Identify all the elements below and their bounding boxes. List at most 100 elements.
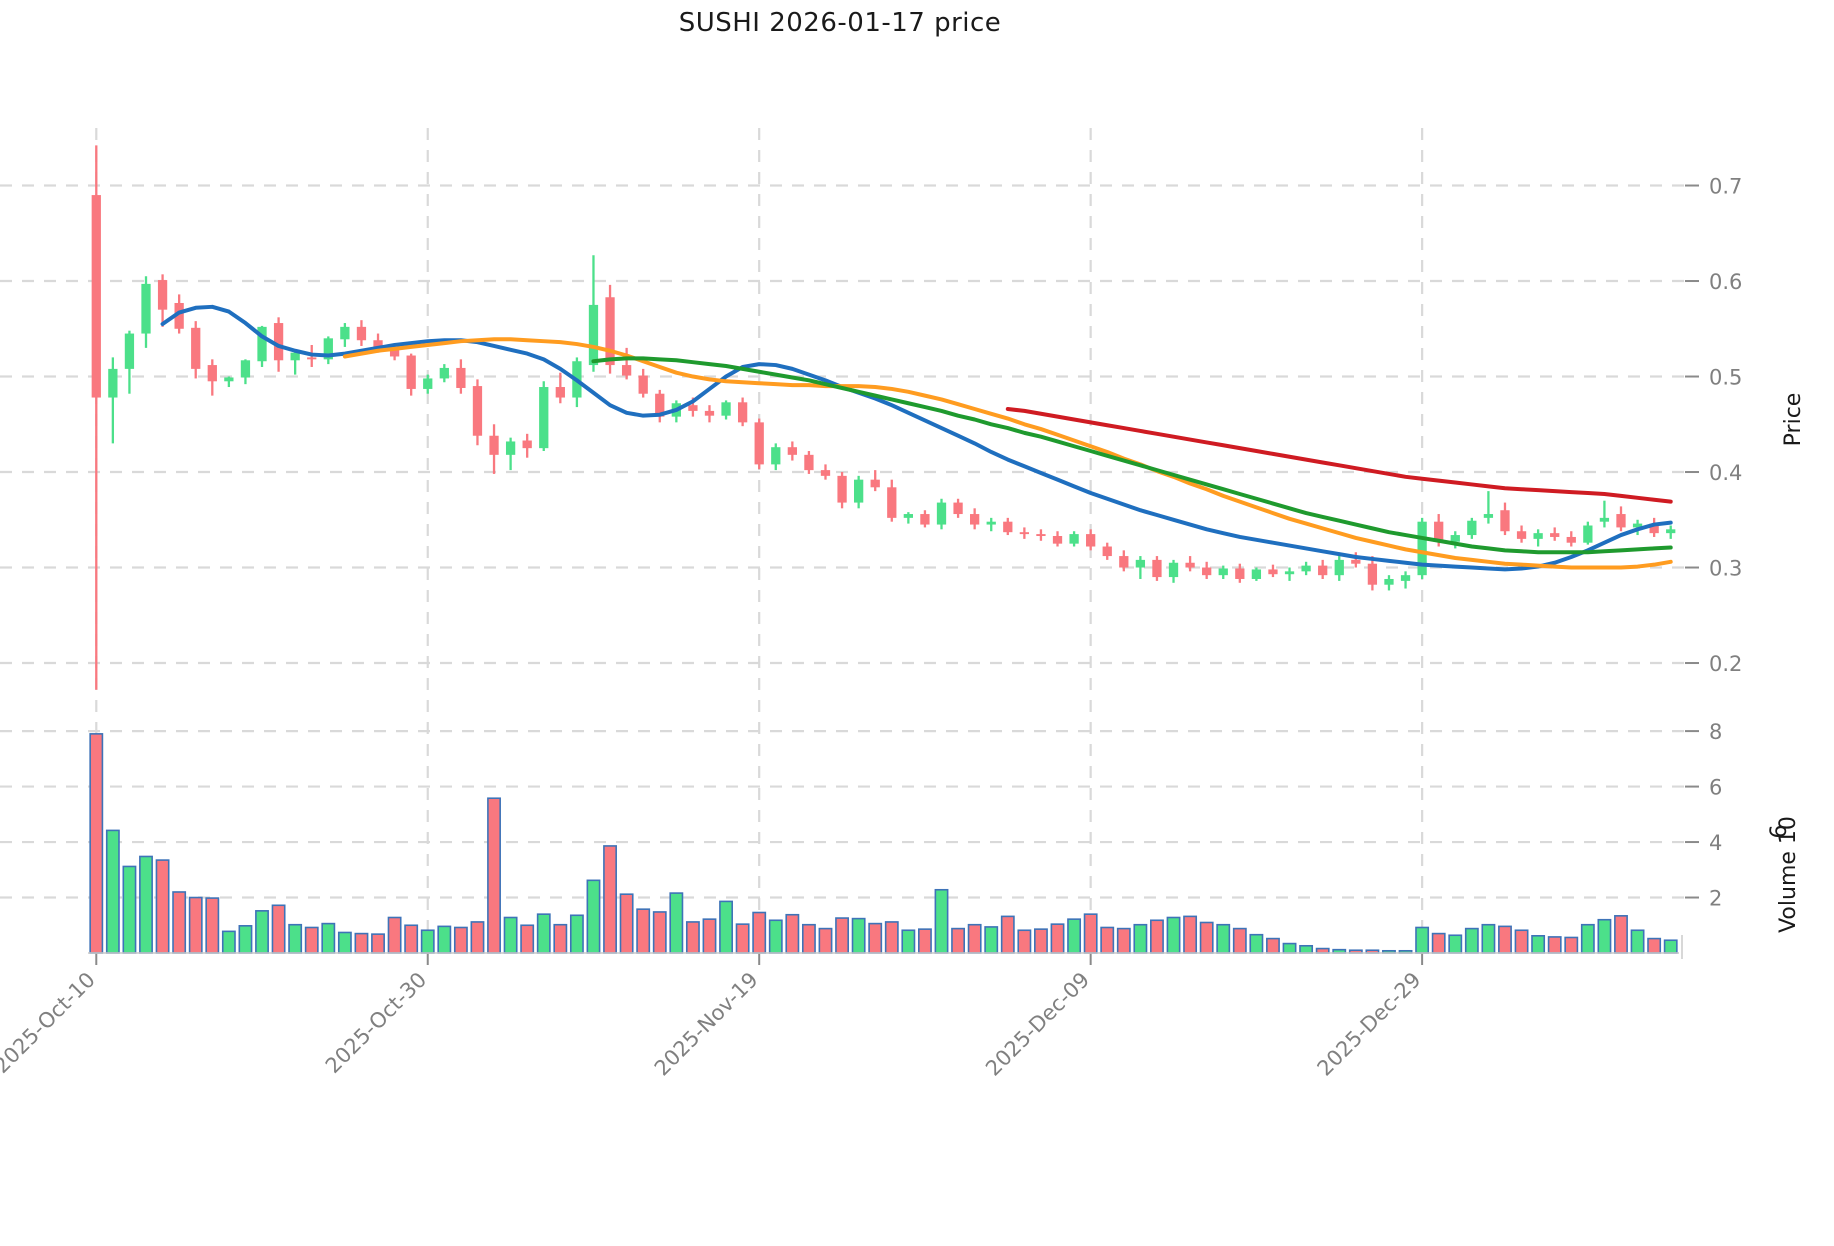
candle-body — [754, 422, 764, 465]
candle-body — [1583, 525, 1593, 543]
candlestick-2025-Nov-30 — [936, 498, 947, 530]
candlestick-2025-Dec-28 — [1400, 571, 1411, 589]
candle-body — [887, 487, 897, 518]
volume-bar-2025-Nov-20 — [768, 919, 783, 954]
volume-bar-2025-Nov-04 — [503, 916, 518, 954]
candlestick-2025-Dec-25 — [1351, 552, 1361, 568]
candle-body — [1434, 521, 1444, 542]
candle-body — [472, 386, 483, 436]
candle-body — [340, 326, 350, 340]
volume-axis-title: Volume 10 — [1776, 816, 1801, 933]
volume-bar-2025-Dec-21 — [1282, 942, 1297, 954]
candlestick-2025-Nov-12 — [638, 368, 648, 398]
candle-body — [1599, 517, 1610, 522]
candle-body — [1036, 534, 1046, 537]
volume-bar-2025-Nov-23 — [818, 927, 833, 954]
candlestick-2025-Dec-01 — [953, 498, 963, 518]
candlestick-2025-Dec-22 — [1301, 561, 1311, 576]
candle-body — [389, 348, 400, 357]
candlestick-2025-Dec-10 — [1102, 542, 1112, 560]
candle-body — [555, 387, 565, 398]
candlestick-2025-Nov-29 — [920, 510, 930, 528]
candle-body — [323, 338, 333, 360]
candle-body — [191, 327, 201, 369]
volume-bar-2025-Dec-08 — [1067, 918, 1082, 954]
date-tick-label: 2025-Nov-19 — [650, 968, 763, 1081]
candlestick-2025-Nov-17 — [721, 400, 731, 420]
volume-bar-2025-Oct-17 — [205, 897, 220, 954]
candlestick-2025-Nov-06 — [539, 381, 549, 452]
volume-tick-label: 8 — [1709, 720, 1722, 744]
candle-body — [1467, 520, 1477, 536]
candle-body — [1351, 559, 1361, 564]
volume-bar-2026-Jan-07 — [1564, 936, 1579, 954]
volume-bar-2026-Jan-08 — [1580, 923, 1595, 954]
candle-body — [522, 440, 532, 449]
volume-bar-2025-Dec-06 — [1034, 928, 1048, 954]
candlestick-2025-Nov-25 — [854, 475, 864, 509]
candlestick-2026-Jan-03 — [1500, 502, 1510, 536]
candle-body — [870, 479, 880, 488]
candlestick-2025-Oct-26 — [356, 320, 367, 346]
candlestick-2025-Dec-02 — [970, 508, 980, 530]
volume-bar-2026-Jan-09 — [1597, 918, 1612, 954]
candlestick-2025-Oct-17 — [207, 359, 217, 396]
candle-body — [903, 514, 913, 518]
candle-body — [588, 304, 599, 366]
candlestick-2025-Nov-05 — [522, 433, 532, 458]
volume-bar-2025-Dec-10 — [1100, 926, 1115, 954]
candlestick-2026-Jan-08 — [1583, 521, 1593, 545]
candle-body — [1666, 529, 1676, 534]
volume-bar-2025-Dec-29 — [1415, 926, 1430, 954]
chart-title: SUSHI 2026-01-17 price — [678, 8, 1002, 38]
volume-bar-2025-Dec-12 — [1133, 923, 1148, 954]
candle-body — [141, 283, 151, 334]
candle-body — [539, 387, 549, 449]
volume-bar-2026-Jan-06 — [1547, 936, 1562, 954]
volume-bar-2025-Oct-22 — [288, 923, 303, 954]
volume-bar-2026-Jan-03 — [1498, 925, 1512, 954]
volume-bar-2025-Oct-21 — [271, 904, 286, 954]
volume-bar-2025-Nov-01 — [453, 926, 468, 954]
candlestick-2025-Nov-26 — [870, 470, 880, 492]
candlestick-2025-Nov-01 — [456, 359, 466, 394]
volume-bar-2025-Dec-19 — [1249, 933, 1264, 954]
candle-body — [655, 393, 665, 417]
volume-bar-2025-Oct-12 — [122, 865, 137, 954]
volume-bar-2026-Jan-10 — [1614, 915, 1628, 954]
candle-body — [1533, 533, 1543, 539]
candle-body — [1367, 563, 1378, 585]
volume-bar-2025-Dec-15 — [1183, 915, 1198, 954]
candle-body — [157, 280, 168, 310]
candlestick-2025-Oct-30 — [423, 374, 433, 394]
volume-bar-2025-Nov-17 — [719, 900, 733, 954]
candlestick-2025-Oct-16 — [191, 321, 201, 379]
volume-bar-2025-Dec-14 — [1166, 916, 1181, 954]
candlestick-2025-Nov-11 — [621, 347, 632, 380]
candlestick-2025-Oct-10 — [91, 145, 101, 690]
candlestick-2025-Nov-18 — [737, 397, 748, 427]
candle-body — [1251, 569, 1262, 579]
volume-bar-2025-Nov-24 — [835, 917, 849, 954]
candlestick-2026-Jan-10 — [1616, 506, 1626, 532]
candlestick-2025-Dec-12 — [1135, 556, 1146, 579]
volume-bar-2025-Dec-31 — [1448, 934, 1463, 954]
candlestick-2025-Nov-19 — [754, 418, 764, 470]
candlestick-2025-Oct-11 — [108, 357, 118, 444]
candlestick-2025-Dec-29 — [1417, 517, 1427, 579]
candlestick-2025-Dec-21 — [1284, 567, 1295, 581]
volume-bar-2025-Dec-13 — [1150, 919, 1164, 954]
candlestick-2025-Dec-18 — [1235, 563, 1245, 583]
volume-bar-2025-Oct-11 — [105, 829, 120, 954]
candle-body — [290, 352, 300, 361]
volume-bar-2025-Dec-20 — [1266, 937, 1280, 954]
candlestick-2025-Oct-25 — [340, 323, 350, 347]
candlestick-2025-Nov-02 — [472, 379, 483, 446]
volume-bar-2025-Oct-23 — [304, 926, 319, 954]
candlestick-2025-Dec-08 — [1069, 531, 1079, 547]
candle-body — [621, 365, 632, 376]
candle-body — [1019, 532, 1030, 535]
candlestick-2025-Nov-24 — [837, 472, 847, 509]
candle-body — [1168, 562, 1179, 578]
candlestick-2025-Dec-09 — [1086, 529, 1096, 551]
